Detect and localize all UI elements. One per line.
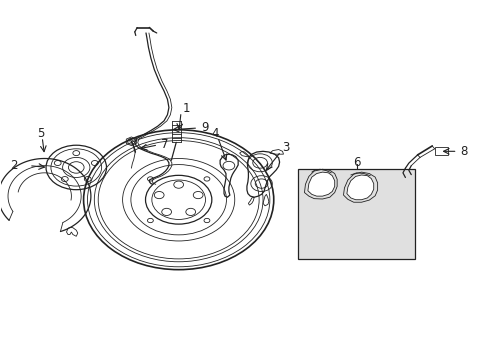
Text: 2: 2 (10, 159, 18, 172)
Bar (298, 169, 414, 259)
Text: 6: 6 (352, 156, 360, 168)
Text: 8: 8 (460, 145, 467, 158)
Text: 3: 3 (282, 141, 289, 154)
Text: 7: 7 (160, 138, 168, 150)
Text: 1: 1 (182, 102, 190, 115)
Polygon shape (346, 175, 373, 200)
Text: 9: 9 (201, 121, 209, 134)
Text: 4: 4 (211, 127, 219, 140)
Polygon shape (307, 172, 334, 196)
Bar (434, 147, 447, 155)
Text: 5: 5 (37, 127, 44, 140)
